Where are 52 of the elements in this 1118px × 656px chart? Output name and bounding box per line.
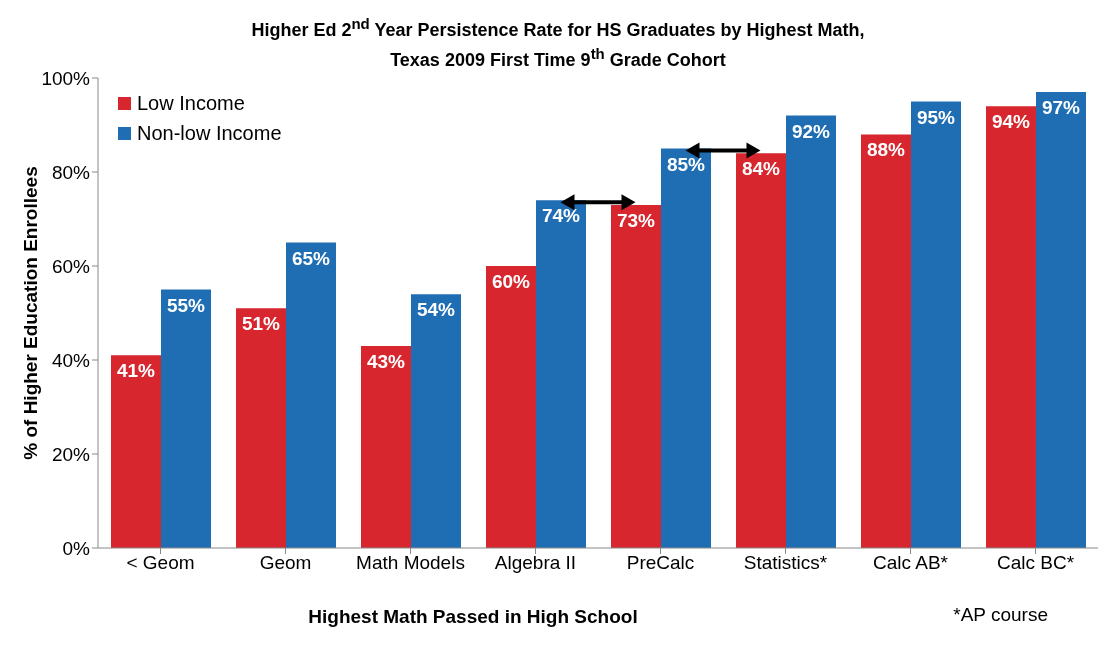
bar bbox=[786, 115, 836, 548]
data-label: 85% bbox=[666, 153, 706, 175]
bar bbox=[361, 345, 411, 548]
data-label: 73% bbox=[616, 209, 656, 231]
x-tick-label: Calc BC* bbox=[996, 552, 1075, 574]
data-label: 94% bbox=[991, 111, 1031, 133]
bar bbox=[1036, 92, 1086, 548]
x-tick-label: Algebra II bbox=[494, 552, 577, 574]
data-label: 43% bbox=[366, 350, 406, 372]
data-label: 41% bbox=[116, 360, 156, 382]
x-tick-label: < Geom bbox=[126, 552, 195, 574]
data-label: 92% bbox=[791, 120, 831, 142]
bar bbox=[111, 355, 161, 548]
data-label: 55% bbox=[166, 294, 206, 316]
data-label: 51% bbox=[241, 313, 281, 335]
bar bbox=[911, 101, 961, 548]
data-label: 84% bbox=[741, 158, 781, 180]
x-tick-label: Math Models bbox=[356, 552, 465, 574]
bar bbox=[611, 204, 661, 548]
y-axis-title: % of Higher Education Enrollees bbox=[20, 166, 42, 460]
y-tick-label: 60% bbox=[51, 255, 91, 277]
y-tick-label: 100% bbox=[41, 67, 91, 89]
bar bbox=[736, 153, 786, 548]
data-label: 54% bbox=[416, 299, 456, 321]
data-label: 74% bbox=[541, 205, 581, 227]
bar bbox=[536, 200, 586, 548]
y-tick-label: 20% bbox=[51, 443, 91, 465]
y-tick-label: 0% bbox=[62, 537, 91, 559]
legend-label: Low Income bbox=[137, 91, 245, 116]
data-label: 88% bbox=[866, 139, 906, 161]
text: *AP course bbox=[953, 604, 1048, 626]
bar bbox=[236, 308, 286, 548]
legend-label: Non-low Income bbox=[137, 121, 282, 146]
data-label: 65% bbox=[291, 247, 331, 269]
x-tick-label: PreCalc bbox=[626, 552, 695, 574]
x-tick-label: Statistics* bbox=[743, 552, 828, 574]
bar bbox=[286, 242, 336, 548]
bar bbox=[861, 134, 911, 548]
bar bbox=[486, 266, 536, 548]
bar bbox=[411, 294, 461, 548]
x-tick-label: Calc AB* bbox=[873, 552, 949, 574]
chart-title: Higher Ed 2$^{nd}$ Year Persistence Rate for HS Graduates by Highest Math, Texas 2009 First Time 9$^{th}$ Grade Cohort bbox=[250, 14, 866, 70]
x-tick-label: Geom bbox=[259, 552, 312, 574]
data-label: 95% bbox=[916, 106, 956, 128]
bar bbox=[161, 289, 211, 548]
data-label: 97% bbox=[1041, 97, 1081, 119]
y-tick-label: 80% bbox=[51, 161, 91, 183]
bar bbox=[661, 148, 711, 548]
x-axis-title: Highest Math Passed in High School bbox=[307, 606, 639, 628]
data-label: 60% bbox=[491, 271, 531, 292]
bar bbox=[986, 106, 1036, 548]
y-tick-label: 40% bbox=[51, 349, 91, 371]
